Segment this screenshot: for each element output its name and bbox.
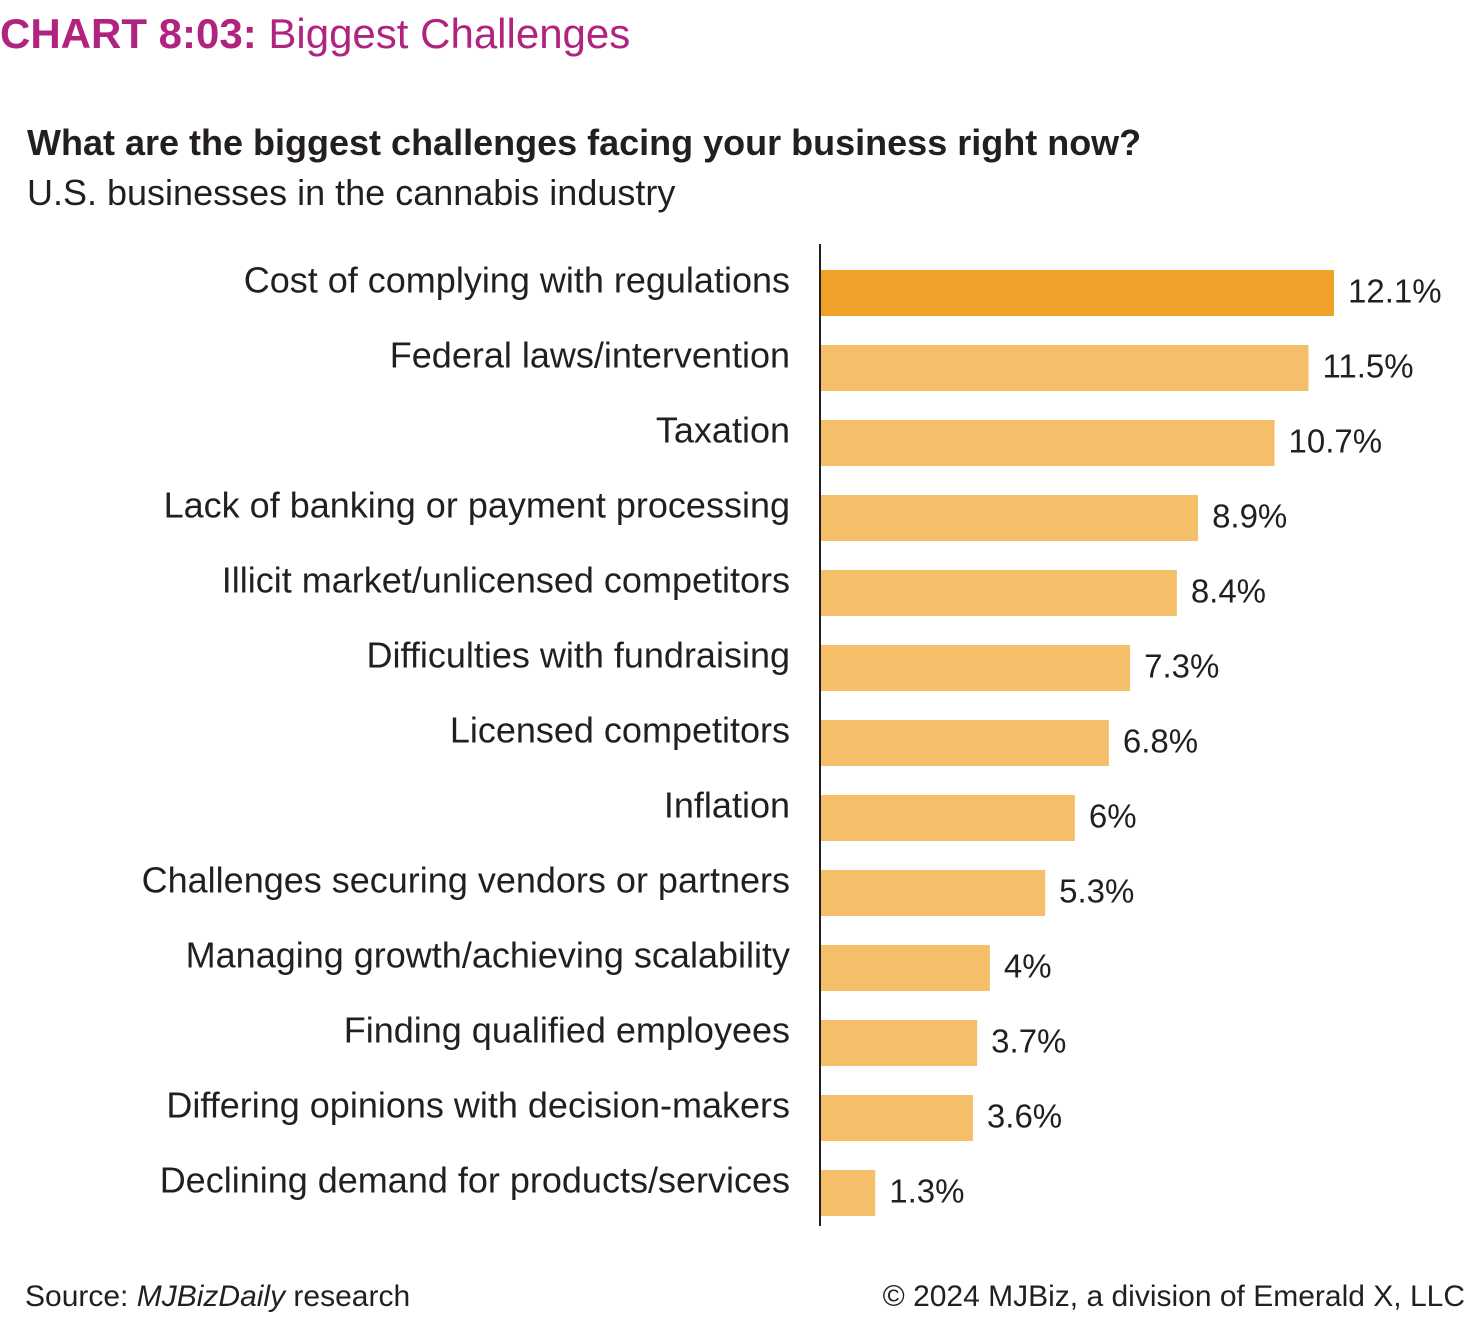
category-label: Managing growth/achieving scalability	[186, 935, 790, 976]
bar	[820, 495, 1199, 541]
value-label: 8.4%	[1191, 573, 1266, 610]
chart-heading: CHART 8:03: Biggest Challenges	[0, 10, 630, 58]
value-label: 11.5%	[1323, 348, 1414, 385]
category-label: Finding qualified employees	[344, 1010, 790, 1051]
chart-subtitle: U.S. businesses in the cannabis industry	[27, 172, 676, 213]
copyright-note: © 2024 MJBiz, a division of Emerald X, L…	[882, 1280, 1465, 1313]
chart-number: CHART 8:03:	[0, 10, 257, 57]
source-note: Source: MJBizDaily research	[25, 1280, 410, 1314]
category-label: Lack of banking or payment processing	[164, 485, 790, 526]
category-label: Declining demand for products/services	[160, 1160, 790, 1201]
value-label: 3.6%	[987, 1098, 1062, 1135]
value-label: 4%	[1004, 948, 1052, 985]
value-label: 7.3%	[1144, 648, 1219, 685]
category-label: Challenges securing vendors or partners	[142, 860, 790, 901]
bar	[820, 870, 1046, 916]
category-label: Taxation	[656, 410, 790, 451]
category-label: Differing opinions with decision-makers	[166, 1085, 790, 1126]
bar	[820, 795, 1075, 841]
source-publication: MJBizDaily	[136, 1280, 286, 1313]
category-label: Cost of complying with regulations	[244, 260, 790, 301]
category-label: Federal laws/intervention	[390, 335, 790, 376]
bar	[820, 570, 1177, 616]
bar	[820, 345, 1309, 391]
bar-chart: Cost of complying with regulations 12.1% F…	[142, 244, 1442, 1226]
bar	[820, 945, 990, 991]
chart-title: What are the biggest challenges facing y…	[27, 122, 1142, 163]
value-label: 12.1%	[1348, 273, 1442, 310]
value-label: 8.9%	[1212, 498, 1287, 535]
category-label: Licensed competitors	[450, 710, 790, 751]
value-label: 10.7%	[1289, 423, 1383, 460]
value-label: 6%	[1089, 798, 1137, 835]
bar	[820, 420, 1275, 466]
bar	[820, 1170, 876, 1216]
value-label: 6.8%	[1123, 723, 1198, 760]
value-label: 3.7%	[991, 1023, 1066, 1060]
bar	[820, 270, 1334, 316]
bar	[820, 720, 1109, 766]
category-label: Inflation	[664, 785, 790, 826]
value-label: 1.3%	[889, 1173, 964, 1210]
category-label: Illicit market/unlicensed competitors	[222, 560, 790, 601]
source-suffix: research	[285, 1280, 411, 1313]
bar	[820, 645, 1131, 691]
source-prefix: Source:	[25, 1280, 137, 1313]
bar	[820, 1020, 978, 1066]
category-label: Difficulties with fundraising	[366, 635, 790, 676]
chart-name: Biggest Challenges	[268, 10, 631, 57]
value-label: 5.3%	[1059, 873, 1134, 910]
bar	[820, 1095, 973, 1141]
